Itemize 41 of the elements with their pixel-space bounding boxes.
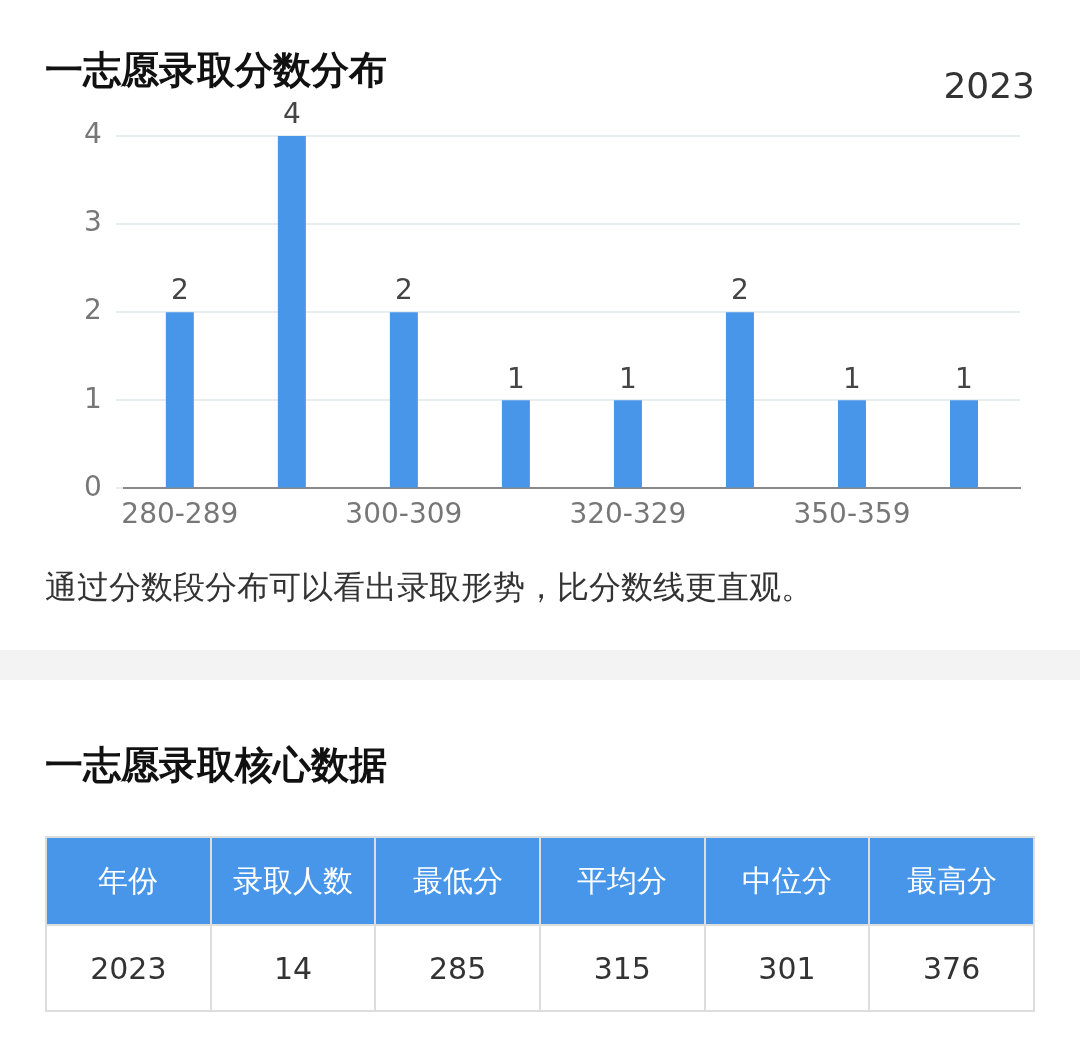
x-tick-label: 320-329 <box>569 497 687 531</box>
data-label: 2023 <box>46 925 211 1011</box>
data-label: 285 <box>375 925 540 1011</box>
text: 通过分数段分布可以看出录取形势，比分数线更直观。 <box>45 567 814 608</box>
text: 一志愿录取核心数据 <box>45 742 388 789</box>
bar <box>725 312 754 488</box>
category-label: 平均分 <box>539 837 705 925</box>
data-label: 2 <box>394 273 413 307</box>
bar <box>837 400 866 488</box>
category-label: 年份 <box>46 837 211 925</box>
x-tick-label: 350-359 <box>793 497 911 531</box>
data-label: 1 <box>955 361 973 395</box>
category-label: 最高分 <box>869 837 1034 925</box>
category-label: 最低分 <box>375 837 540 925</box>
chart-title: 一志愿录取分数分布 <box>45 48 387 92</box>
data-label: 1 <box>619 361 637 395</box>
bar <box>949 400 978 488</box>
data-label: 4 <box>282 97 301 131</box>
bar <box>613 400 642 488</box>
y-tick-label: 3 <box>83 205 102 239</box>
chart-subtitle: 2023 <box>943 65 1035 106</box>
x-tick-label: 300-309 <box>345 497 463 531</box>
data-label: 315 <box>539 925 705 1011</box>
category-label: 录取人数 <box>210 837 376 925</box>
category-label: 中位分 <box>704 837 870 925</box>
y-tick-label: 2 <box>83 293 102 327</box>
data-label: 2 <box>731 273 749 307</box>
bar <box>277 136 306 488</box>
y-tick-label: 4 <box>83 117 102 151</box>
y-tick-label: 1 <box>83 381 102 415</box>
bar <box>389 312 418 488</box>
y-tick-label: 0 <box>83 469 102 503</box>
data-label: 14 <box>210 925 376 1011</box>
data-label: 1 <box>843 361 861 395</box>
data-label: 376 <box>869 925 1034 1011</box>
bar <box>501 400 530 488</box>
data-label: 2 <box>170 273 189 307</box>
data-label: 1 <box>506 361 525 395</box>
data-label: 301 <box>704 925 870 1011</box>
x-tick-label: 280-289 <box>121 497 239 531</box>
bar <box>165 312 194 488</box>
